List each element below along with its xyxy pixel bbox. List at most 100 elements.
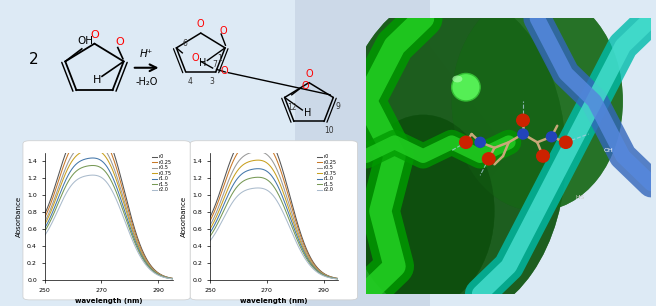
r1.5 bbox=[348, 278, 356, 282]
Circle shape bbox=[546, 132, 557, 142]
Text: 1: 1 bbox=[216, 54, 222, 63]
r0.25 bbox=[94, 132, 102, 136]
r0.25 bbox=[89, 132, 96, 135]
r0.75 bbox=[308, 262, 316, 266]
r0.5 bbox=[83, 142, 91, 146]
Text: 6: 6 bbox=[182, 39, 188, 48]
r1.5 bbox=[142, 262, 150, 266]
Y-axis label: Absorbance: Absorbance bbox=[181, 196, 187, 237]
Ellipse shape bbox=[453, 76, 462, 82]
Line: r0: r0 bbox=[204, 132, 352, 280]
r0.75 bbox=[89, 147, 96, 151]
r0.75 bbox=[200, 235, 208, 239]
r0.75 bbox=[94, 148, 102, 152]
Line: r1.0: r1.0 bbox=[39, 158, 187, 280]
Text: OH: OH bbox=[604, 148, 613, 153]
Text: O: O bbox=[192, 53, 199, 63]
r0 bbox=[52, 179, 60, 183]
r1.0 bbox=[83, 157, 91, 160]
Line: r0.25: r0.25 bbox=[204, 141, 352, 280]
r0.75 bbox=[348, 278, 356, 282]
r0 bbox=[35, 222, 43, 226]
r0.25 bbox=[259, 140, 267, 144]
r0.25 bbox=[294, 225, 302, 229]
Line: r2.0: r2.0 bbox=[39, 175, 187, 280]
Text: 9: 9 bbox=[336, 102, 340, 111]
r0.5 bbox=[348, 278, 356, 282]
Y-axis label: Absorbance: Absorbance bbox=[16, 196, 22, 237]
r0.75 bbox=[249, 159, 256, 162]
r0.75 bbox=[218, 202, 226, 205]
r2.0 bbox=[218, 219, 226, 223]
r2.0 bbox=[249, 187, 256, 190]
r0 bbox=[129, 219, 136, 223]
r0.5 bbox=[200, 232, 208, 235]
r2.0 bbox=[294, 243, 302, 247]
Ellipse shape bbox=[451, 0, 623, 211]
r2.0 bbox=[83, 174, 91, 177]
r0.25 bbox=[200, 228, 208, 232]
r0 bbox=[249, 131, 256, 135]
r2.0 bbox=[129, 238, 136, 242]
Text: 12: 12 bbox=[287, 103, 297, 112]
Circle shape bbox=[518, 129, 528, 139]
r0.25 bbox=[142, 257, 150, 261]
r2.0 bbox=[143, 264, 151, 268]
r1.5 bbox=[35, 237, 43, 241]
r0.5 bbox=[129, 226, 136, 230]
r0 bbox=[294, 222, 302, 226]
r1.5 bbox=[249, 176, 256, 180]
r0.25 bbox=[348, 278, 356, 282]
r0 bbox=[83, 124, 91, 128]
r0.75 bbox=[143, 261, 151, 264]
r1.0 bbox=[218, 207, 226, 211]
r0.5 bbox=[183, 278, 191, 282]
r0.25 bbox=[52, 185, 60, 188]
Circle shape bbox=[482, 153, 495, 165]
Line: r0.25: r0.25 bbox=[39, 133, 187, 280]
r1.5 bbox=[52, 205, 60, 209]
r0.5 bbox=[94, 142, 102, 146]
Text: HIS: HIS bbox=[575, 195, 584, 200]
r1.0 bbox=[183, 278, 191, 282]
r0.5 bbox=[35, 229, 43, 232]
Circle shape bbox=[517, 114, 529, 126]
Ellipse shape bbox=[338, 0, 566, 306]
r0.75 bbox=[129, 228, 136, 232]
Legend: r0, r0.25, r0.5, r0.75, r1.0, r1.5, r2.0: r0, r0.25, r0.5, r0.75, r1.0, r1.5, r2.0 bbox=[317, 154, 337, 193]
r1.5 bbox=[254, 175, 262, 179]
X-axis label: wavelength (nm): wavelength (nm) bbox=[240, 298, 308, 304]
r2.0 bbox=[308, 265, 316, 269]
r1.0 bbox=[52, 200, 60, 204]
Line: r0.5: r0.5 bbox=[204, 151, 352, 280]
r0.75 bbox=[308, 261, 316, 265]
Text: O: O bbox=[197, 19, 205, 29]
r0.25 bbox=[143, 259, 151, 262]
r1.5 bbox=[308, 264, 316, 268]
Ellipse shape bbox=[338, 0, 566, 306]
r0.25 bbox=[254, 139, 262, 143]
Text: O: O bbox=[301, 81, 309, 91]
r0.75 bbox=[259, 159, 267, 163]
r2.0 bbox=[52, 211, 60, 215]
Line: r1.5: r1.5 bbox=[39, 166, 187, 280]
r0.75 bbox=[35, 231, 43, 235]
r2.0 bbox=[94, 174, 102, 178]
r1.5 bbox=[94, 164, 102, 168]
Text: O: O bbox=[305, 69, 313, 79]
Ellipse shape bbox=[451, 0, 623, 211]
Line: r0: r0 bbox=[39, 125, 187, 280]
Text: O: O bbox=[220, 66, 228, 76]
r0.75 bbox=[254, 158, 262, 162]
r1.0 bbox=[129, 232, 136, 235]
Text: O: O bbox=[115, 37, 124, 47]
Line: r0.5: r0.5 bbox=[39, 143, 187, 280]
Ellipse shape bbox=[352, 115, 495, 306]
Ellipse shape bbox=[451, 73, 480, 101]
Text: 3: 3 bbox=[209, 77, 215, 86]
Text: O: O bbox=[90, 30, 99, 40]
Line: r1.0: r1.0 bbox=[204, 169, 352, 280]
r0.5 bbox=[218, 196, 226, 200]
r1.0 bbox=[200, 238, 208, 242]
r0 bbox=[259, 132, 267, 135]
